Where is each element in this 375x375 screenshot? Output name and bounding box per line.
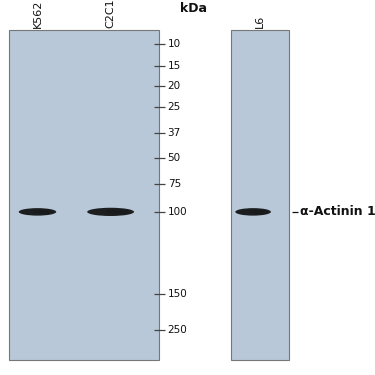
- Text: α-Actinin 1: α-Actinin 1: [300, 206, 375, 218]
- Text: 150: 150: [168, 290, 188, 299]
- Text: L6: L6: [255, 15, 264, 28]
- Text: C2C12: C2C12: [106, 0, 116, 28]
- Ellipse shape: [106, 209, 129, 214]
- Ellipse shape: [236, 208, 271, 216]
- Text: 15: 15: [168, 61, 181, 70]
- Bar: [9, 30, 159, 360]
- Text: kDa: kDa: [180, 2, 207, 15]
- Text: 50: 50: [168, 153, 181, 162]
- Ellipse shape: [250, 210, 267, 214]
- Text: 250: 250: [168, 325, 188, 335]
- Text: K562: K562: [33, 0, 42, 28]
- Text: 20: 20: [168, 81, 181, 91]
- Ellipse shape: [34, 210, 53, 214]
- Text: 10: 10: [168, 39, 181, 49]
- Bar: [231, 30, 289, 360]
- Text: 75: 75: [168, 179, 181, 189]
- Text: 100: 100: [168, 207, 187, 217]
- Text: 37: 37: [168, 128, 181, 138]
- Ellipse shape: [19, 208, 56, 216]
- Ellipse shape: [87, 208, 134, 216]
- Text: 25: 25: [168, 102, 181, 112]
